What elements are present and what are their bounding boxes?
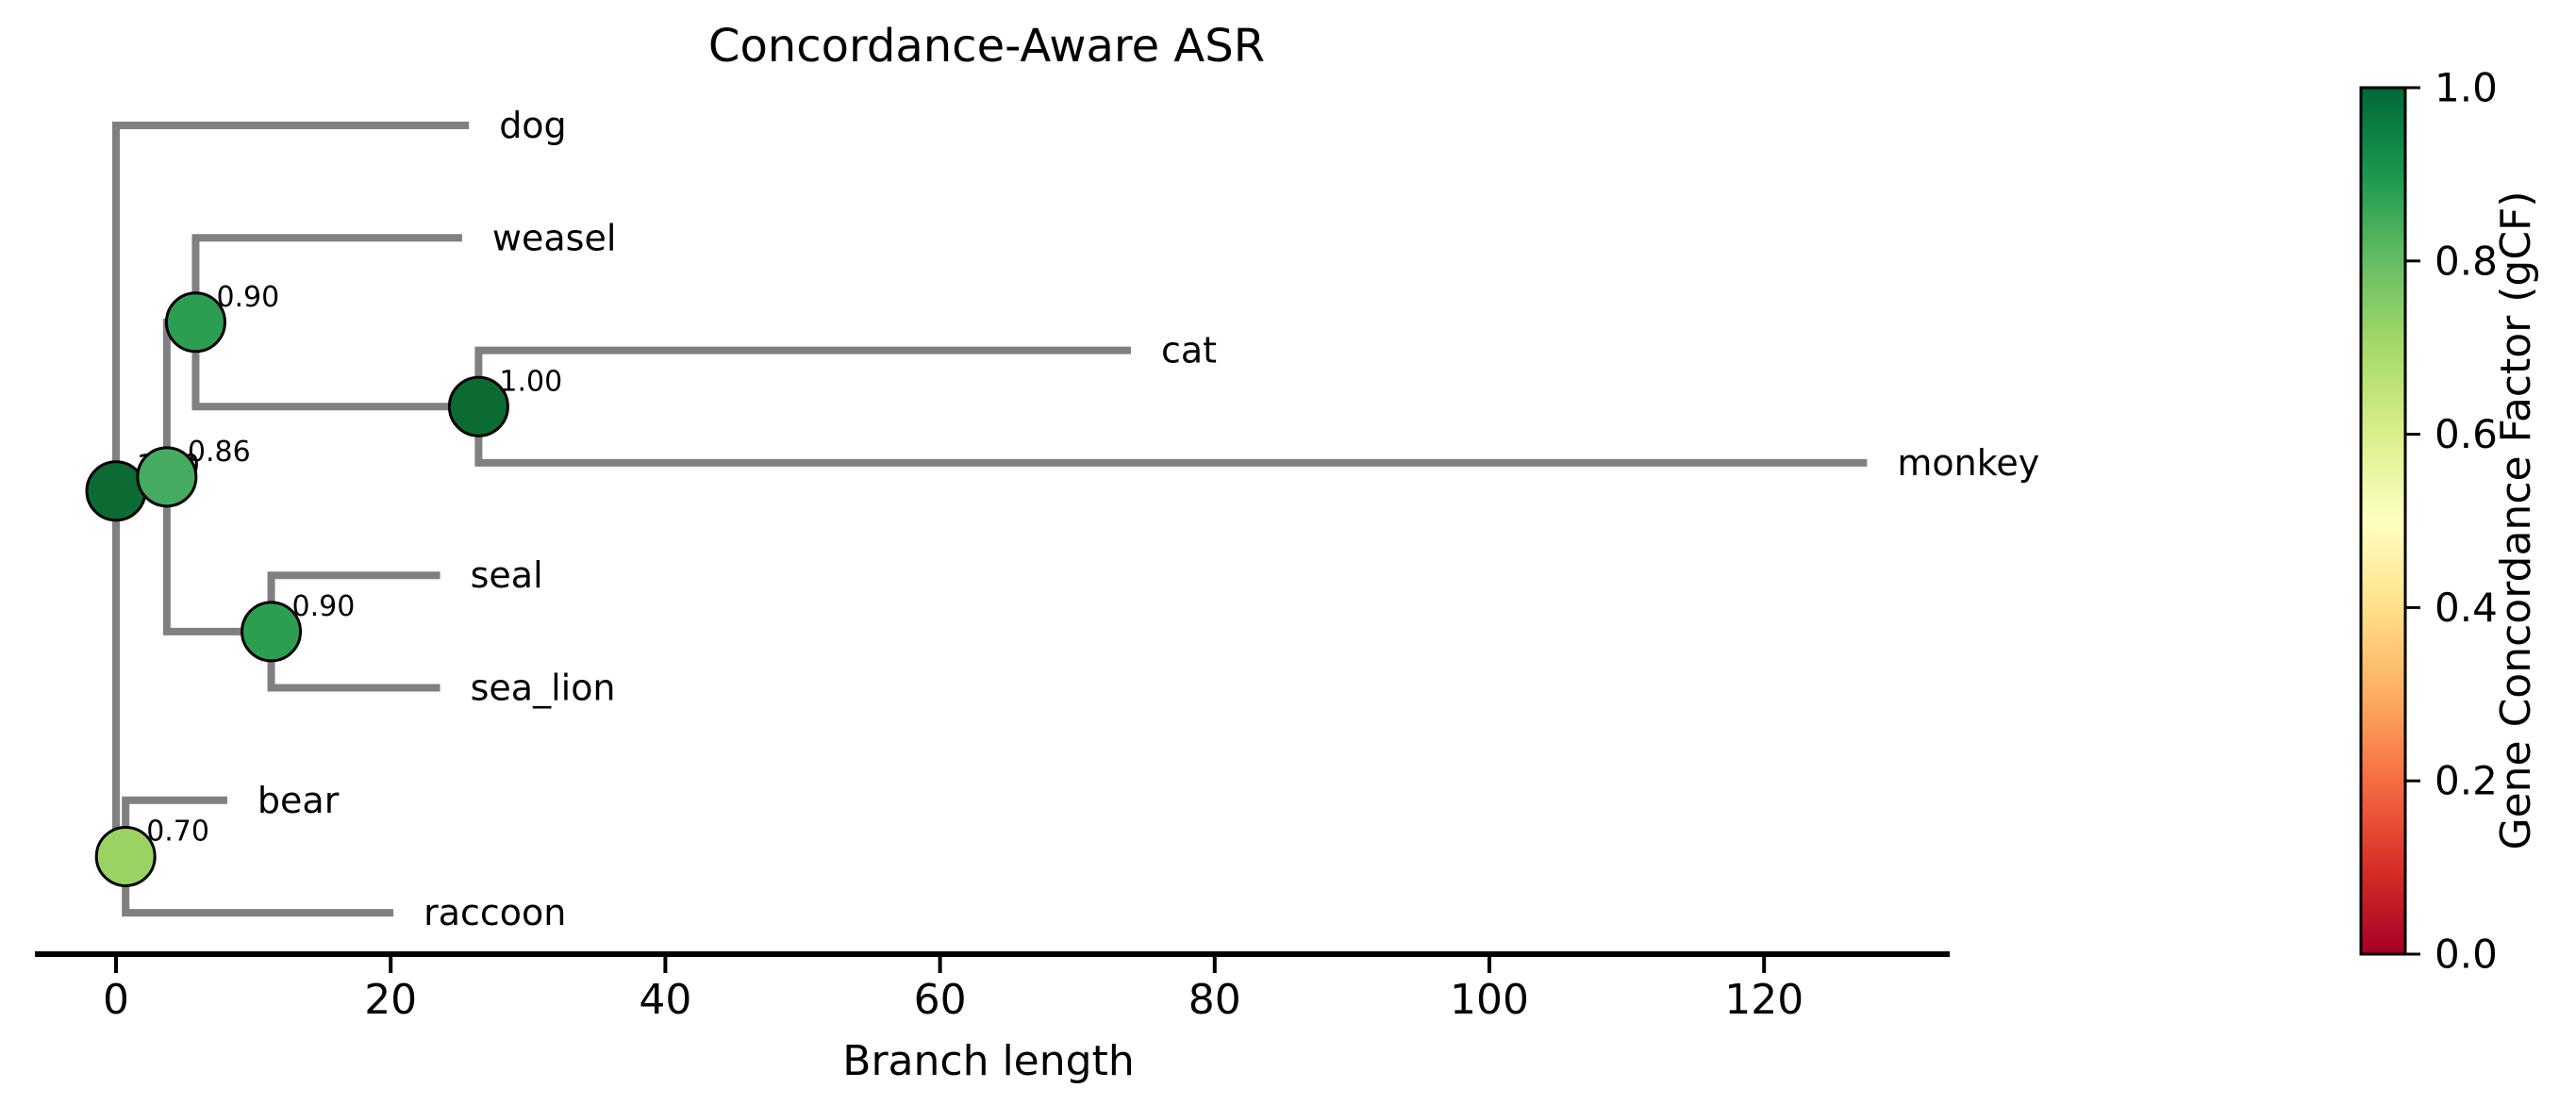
tip-label-sea_lion: sea_lion	[471, 668, 616, 709]
tip-label-dog: dog	[499, 105, 567, 146]
x-axis-title: Branch length	[842, 1037, 1134, 1085]
x-axis: 0 20 40 60 80 100 120	[35, 951, 1950, 1024]
tip-label-monkey: monkey	[1897, 442, 2039, 484]
internal-node-marker	[94, 825, 157, 887]
x-axis-tick-label: 60	[914, 976, 967, 1024]
node-gcf-label: 0.90	[292, 590, 356, 623]
colorbar-tick-label: 0.6	[2435, 411, 2498, 457]
node-gcf-label: 0.90	[216, 281, 279, 314]
internal-node-marker	[136, 446, 198, 508]
x-axis-tick-label: 20	[364, 976, 417, 1024]
internal-node-marker	[447, 375, 509, 437]
colorbar-tick-label: 1.0	[2435, 65, 2498, 111]
colorbar-tick-label: 0.8	[2435, 238, 2498, 284]
branch-internal	[191, 322, 479, 411]
internal-node-marker	[241, 601, 303, 663]
tree-branches-layer	[112, 122, 1868, 917]
colorbar-tick-label: 0.2	[2435, 758, 2498, 804]
tip-label-seal: seal	[471, 554, 543, 596]
x-axis-tick-label: 80	[1188, 976, 1241, 1024]
node-gcf-label: 0.86	[188, 436, 251, 469]
internal-node-marker	[164, 291, 226, 354]
x-axis-tick-label: 120	[1724, 976, 1803, 1024]
branch-internal	[162, 476, 272, 635]
x-axis-tick-label: 40	[639, 976, 691, 1024]
node-gcf-label: 0.70	[146, 815, 209, 848]
colorbar-bar	[2359, 86, 2407, 956]
branch-raccoon	[122, 856, 394, 917]
tree-nodes-layer: 1.000.860.901.000.900.70	[85, 281, 562, 887]
tip-label-bear: bear	[258, 780, 340, 821]
colorbar: 1.0 0.8 0.6 0.4 0.2 0.0	[2359, 65, 2498, 978]
branch-cat	[474, 346, 1131, 407]
colorbar-tick-label: 0.0	[2435, 932, 2498, 978]
tip-label-weasel: weasel	[492, 217, 616, 258]
x-axis-tick-label: 0	[103, 976, 129, 1024]
branch-dog	[112, 122, 470, 491]
node-gcf-label: 1.00	[499, 365, 562, 398]
colorbar-tick-label: 0.4	[2435, 585, 2498, 631]
colorbar-title: Gene Concordance Factor (gCF)	[2492, 190, 2540, 849]
x-axis-tick-label: 100	[1450, 976, 1529, 1024]
branch-monkey	[474, 406, 1868, 467]
tip-label-cat: cat	[1161, 330, 1217, 371]
tip-label-raccoon: raccoon	[424, 892, 566, 933]
chart-title: Concordance-Aware ASR	[708, 20, 1265, 73]
